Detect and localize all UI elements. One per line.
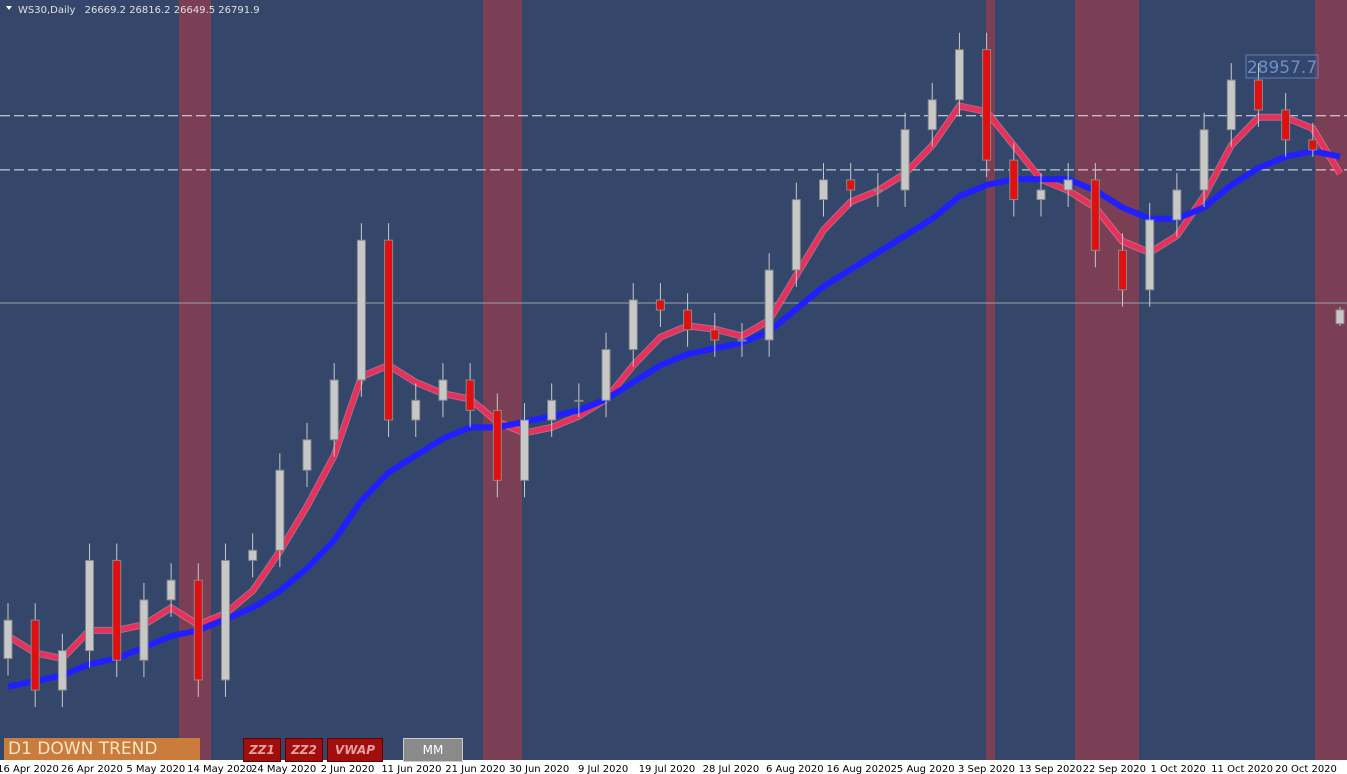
candle-body [1281, 109, 1291, 141]
x-tick-label: 19 Jul 2020 [639, 764, 696, 774]
candle-body [982, 49, 992, 161]
mm-button[interactable]: MM [403, 738, 463, 762]
candle-body [1009, 159, 1019, 201]
x-tick-label: 5 May 2020 [126, 764, 185, 774]
x-tick-label: 21 Jun 2020 [445, 764, 505, 774]
candle-body [1145, 219, 1155, 291]
price-label: 28957.7 [1247, 58, 1317, 78]
trend-label: D1 DOWN TREND [4, 738, 200, 760]
x-tick-label: 25 Aug 2020 [891, 764, 955, 774]
candle-body [601, 349, 611, 401]
session-bands [179, 0, 1347, 760]
x-tick-label: 11 Oct 2020 [1211, 764, 1273, 774]
x-tick-label: 1 Oct 2020 [1150, 764, 1205, 774]
candle-body [3, 619, 13, 660]
candle-body [1226, 79, 1236, 131]
candle-body [329, 379, 339, 441]
candle-body [139, 599, 149, 661]
x-axis-strip [0, 760, 1347, 774]
candle-body [819, 179, 829, 201]
moving-average [7, 148, 1341, 690]
x-tick-label: 24 May 2020 [251, 764, 316, 774]
zz1-button[interactable]: ZZ1 [243, 738, 281, 762]
candle-body [492, 409, 502, 481]
menu-arrow[interactable] [6, 6, 12, 10]
candle-body [1063, 179, 1073, 191]
x-tick-label: 16 Apr 2020 [0, 764, 59, 774]
x-tick-label: 20 Oct 2020 [1275, 764, 1337, 774]
x-tick-label: 22 Sep 2020 [1083, 764, 1146, 774]
candle-body [737, 339, 747, 342]
candle-body [193, 579, 203, 681]
x-tick-label: 3 Sep 2020 [958, 764, 1015, 774]
x-tick-label: 16 Aug 2020 [827, 764, 891, 774]
x-tick-label: 2 Jun 2020 [321, 764, 375, 774]
x-tick-label: 6 Aug 2020 [766, 764, 824, 774]
price-box [1245, 54, 1319, 79]
moving-average [6, 103, 1343, 662]
candle-body [628, 299, 638, 351]
candle-body [438, 379, 448, 401]
candle-body [683, 309, 693, 331]
candle-body [574, 399, 584, 402]
candle-body [465, 379, 475, 411]
candle-body [30, 619, 40, 691]
candle-body [57, 650, 67, 691]
candle-body [112, 559, 122, 661]
candle-body [1090, 179, 1100, 251]
candle-body [710, 329, 720, 341]
candle-body [1036, 189, 1046, 201]
ohlc-open: 26669.2 [85, 5, 126, 16]
candle-body [1308, 139, 1318, 151]
candle-body [356, 239, 366, 381]
candle-body [900, 129, 910, 191]
candle-body [166, 579, 176, 601]
x-tick-label: 11 Jun 2020 [381, 764, 441, 774]
candle-body [1199, 129, 1209, 191]
x-tick-label: 30 Jun 2020 [509, 764, 569, 774]
candle-body [927, 99, 937, 131]
candle-body [1118, 249, 1128, 291]
candle-body [547, 399, 557, 421]
x-tick-label: 26 Apr 2020 [61, 764, 123, 774]
candle-body [411, 399, 421, 421]
symbol: WS30,Daily [18, 5, 76, 16]
candle-body [873, 189, 883, 192]
candle-body [248, 549, 258, 561]
candle-body [85, 559, 95, 652]
candle-body [384, 239, 394, 421]
candle-body [519, 419, 529, 481]
candle-body [846, 179, 856, 191]
candle-body [302, 439, 312, 471]
candle-body [655, 299, 665, 311]
candle-body [1335, 309, 1345, 325]
candle-body [764, 269, 774, 341]
candle-body [954, 49, 964, 101]
header: WS30,Daily 26669.2 26816.2 26649.5 26791… [18, 5, 260, 16]
candle-body [220, 559, 230, 681]
candle-body [1172, 189, 1182, 221]
x-tick-label: 14 May 2020 [187, 764, 252, 774]
x-tick-label: 28 Jul 2020 [703, 764, 760, 774]
candle-body [1253, 79, 1263, 111]
candle-body [791, 199, 801, 271]
vwap-button[interactable]: VWAP [327, 738, 383, 762]
ohlc-high: 26816.2 [129, 5, 170, 16]
ohlc-close: 26791.9 [218, 5, 259, 16]
candle-body [275, 469, 285, 551]
x-tick-label: 9 Jul 2020 [578, 764, 628, 774]
ohlc-low: 26649.5 [174, 5, 215, 16]
zz2-button[interactable]: ZZ2 [285, 738, 323, 762]
x-tick-label: 13 Sep 2020 [1019, 764, 1082, 774]
